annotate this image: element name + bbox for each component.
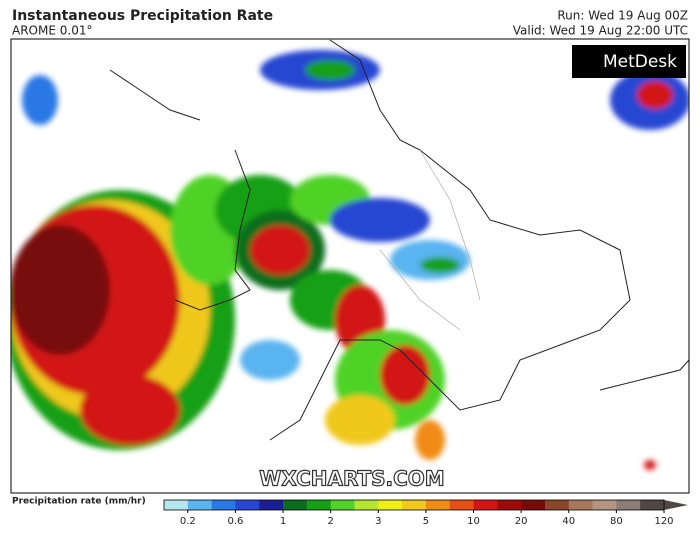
colorbar-tick-label: 40 — [562, 516, 575, 527]
coastline — [269, 39, 631, 441]
colorbar-segment — [568, 500, 593, 510]
colorbar-segment — [187, 500, 212, 510]
colorbar-segment — [616, 500, 641, 510]
colorbar-tick-label: 0.6 — [227, 516, 243, 527]
colorbar-segment — [521, 500, 546, 510]
coastline — [174, 149, 251, 311]
colorbar-segment — [402, 500, 427, 510]
colorbar-segment — [330, 500, 355, 510]
colorbar-segment — [164, 500, 189, 510]
colorbar-segment — [211, 500, 236, 510]
colorbar-segment — [235, 500, 260, 510]
colorbar-segment — [306, 500, 331, 510]
map: MetDesk WXCHARTS.COM — [11, 39, 689, 493]
border — [419, 149, 481, 301]
colorbar-tick-label: 80 — [610, 516, 623, 527]
colorbar-tick-label: 120 — [654, 516, 673, 527]
coastline — [599, 359, 689, 391]
colorbar-segment — [473, 500, 498, 510]
colorbar-segment — [378, 500, 403, 510]
colorbar-tick-label: 5 — [423, 516, 429, 527]
model: AROME 0.01° — [12, 24, 92, 38]
colorbar-tick-label: 10 — [467, 516, 480, 527]
valid-time: Valid: Wed 19 Aug 22:00 UTC — [513, 24, 688, 38]
colorbar-segment — [259, 500, 284, 510]
logo: MetDesk — [603, 52, 677, 72]
colorbar-tick-label: 3 — [375, 516, 381, 527]
title: Instantaneous Precipitation Rate — [12, 8, 273, 24]
colorbar-segment — [544, 500, 570, 510]
precipitation — [11, 50, 689, 470]
colorbar-tick-label: 2 — [327, 516, 333, 527]
coastline — [109, 69, 201, 121]
border — [379, 249, 461, 331]
colorbar-tick-label: 1 — [280, 516, 286, 527]
watermark: WXCHARTS.COM — [259, 467, 444, 491]
map-frame — [10, 38, 690, 494]
colorbar-segment — [449, 500, 474, 510]
run-time: Run: Wed 19 Aug 00Z — [557, 9, 688, 23]
colorbar-label: Precipitation rate (mm/hr) — [12, 497, 146, 507]
colorbar: 0.2 0.6 1 2 3 5 10 20 40 80 120 — [163, 499, 688, 527]
colorbar-segment — [354, 500, 379, 510]
colorbar-segment — [425, 500, 451, 510]
colorbar-segment — [283, 500, 308, 510]
coastlines — [109, 39, 689, 441]
colorbar-segment — [640, 500, 665, 510]
logo-box — [572, 45, 686, 78]
colorbar-tick-label: 0.2 — [180, 516, 196, 527]
colorbar-frame — [163, 499, 665, 511]
borders — [379, 149, 481, 331]
colorbar-arrow — [664, 500, 688, 510]
colorbar-segment — [497, 500, 522, 510]
colorbar-tick-label: 20 — [515, 516, 528, 527]
colorbar-segment — [592, 500, 617, 510]
